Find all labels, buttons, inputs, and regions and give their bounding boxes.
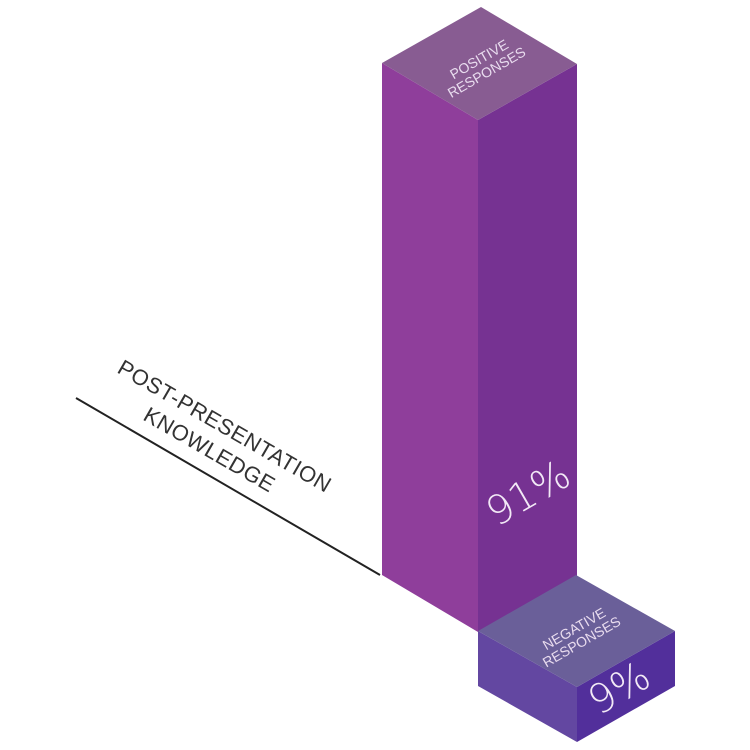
negative-bar-front-face (478, 631, 577, 742)
negative-bar-top-face (478, 575, 675, 687)
positive-bar-front-face (382, 63, 478, 632)
positive-bar-top-face (382, 7, 577, 120)
category-label: POST-PRESENTATION KNOWLEDGE (114, 355, 336, 498)
baseline-axis (75, 397, 381, 576)
negative-bar-side-face (577, 631, 675, 742)
positive-bar-side-face (478, 64, 577, 632)
